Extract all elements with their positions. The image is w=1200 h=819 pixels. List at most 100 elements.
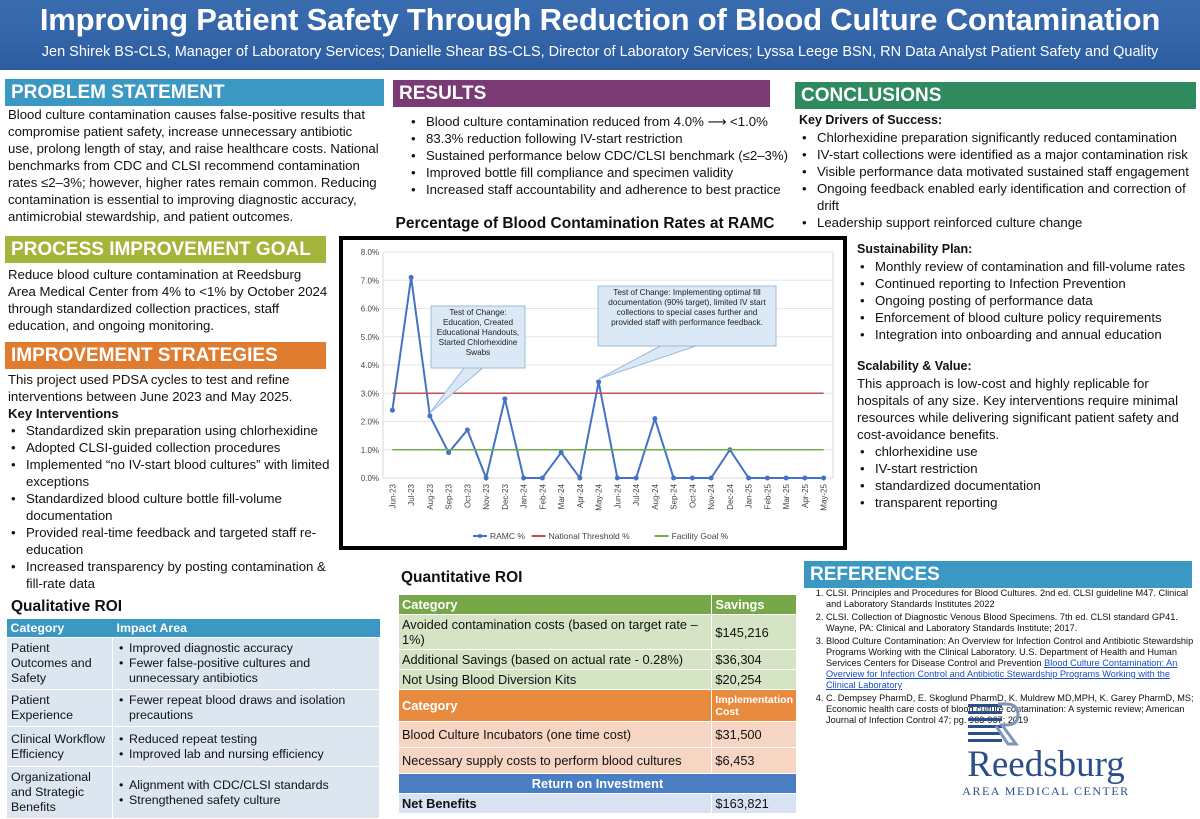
y-tick-label: 8.0% [361, 248, 379, 257]
x-tick-label: Oct-23 [463, 483, 472, 508]
list-item: Alignment with CDC/CLSI standards [117, 778, 375, 793]
y-tick-label: 7.0% [361, 276, 379, 285]
list-item: Chlorhexidine preparation significantly … [799, 129, 1194, 146]
list-item: Increased staff accountability and adher… [408, 181, 798, 198]
table-cell: Patient Experience [6, 689, 113, 727]
table-row: Avoided contamination costs (based on ta… [397, 614, 797, 650]
sustain-section: Sustainability Plan: Monthly review of c… [857, 241, 1195, 343]
table-cell: Fewer repeat blood draws and isolation p… [112, 689, 380, 727]
data-point [539, 475, 545, 481]
table-cell: Necessary supply costs to perform blood … [397, 747, 713, 774]
data-point [633, 475, 639, 481]
strategies-subheading: Key Interventions [8, 406, 119, 421]
list-item: Standardized skin preparation using chlo… [8, 422, 338, 439]
callout-text-wrap: Test of Change: Education, Created Educa… [437, 308, 519, 357]
list-item: Visible performance data motivated susta… [799, 163, 1194, 180]
contamination-line-chart: 0.0% 1.0% 2.0% 3.0% 4.0% 5.0% 6.0% 7.0% 8.0% Jun-… [361, 248, 834, 541]
list-item: Enforcement of blood culture policy requ… [857, 309, 1195, 326]
table-row: Category Implementation Cost [397, 689, 797, 722]
table-cell: Blood Culture Incubators (one time cost) [397, 721, 713, 748]
y-tick-label: 4.0% [361, 361, 379, 370]
reference-item: Blood Culture Contamination: An Overview… [826, 636, 1196, 691]
list-item: Blood culture contamination reduced from… [408, 113, 798, 130]
goal-heading: PROCESS IMPROVEMENT GOAL [5, 236, 326, 263]
list-item: Sustained performance below CDC/CLSI ben… [408, 147, 798, 164]
table-row: Not Using Blood Diversion Kits $20,254 [397, 669, 797, 690]
x-tick-label: Jan-24 [520, 483, 529, 508]
list-item: Adopted CLSI-guided collection procedure… [8, 439, 338, 456]
table-row: Additional Savings (based on actual rate… [397, 649, 797, 670]
logo-mark-icon [968, 702, 1020, 746]
column-header: Category [397, 689, 713, 722]
reference-item: CLSI. Collection of Diagnostic Venous Bl… [826, 612, 1196, 634]
column-header: Savings [711, 594, 797, 615]
table-cell: $145,216 [711, 614, 797, 650]
list-item: Integration into onboarding and annual e… [857, 326, 1195, 343]
table-row: Clinical Workflow Efficiency Reduced rep… [6, 726, 380, 767]
callout-pointer [598, 345, 697, 380]
data-point [746, 475, 752, 481]
table-row: Return on Investment [398, 773, 797, 794]
legend-label: Facility Goal % [672, 531, 729, 541]
poster-authors: Jen Shirek BS-CLS, Manager of Laboratory… [41, 44, 1159, 60]
x-tick-label: Mar-24 [557, 483, 566, 509]
table-row: Blood Culture Incubators (one time cost)… [397, 721, 797, 748]
data-point [596, 379, 602, 385]
data-point [671, 475, 677, 481]
table-cell: Clinical Workflow Efficiency [6, 726, 113, 767]
goal-text: Reduce blood culture contamination at Re… [8, 267, 328, 333]
scale-text: This approach is low-cost and highly rep… [857, 376, 1179, 442]
x-tick-label: Sep-24 [670, 483, 679, 509]
data-point [614, 475, 620, 481]
poster-title: Improving Patient Safety Through Reducti… [39, 2, 1161, 37]
y-tick-label: 5.0% [361, 333, 379, 342]
column-header: Category [6, 619, 113, 638]
scale-section: Scalability & Value: This approach is lo… [857, 358, 1195, 511]
data-point [408, 274, 414, 280]
scale-list: chlorhexidine use IV-start restriction s… [857, 443, 1195, 511]
chart-frame: 0.0% 1.0% 2.0% 3.0% 4.0% 5.0% 6.0% 7.0% 8.0% Jun-… [339, 236, 847, 550]
x-tick-label: Jun-23 [388, 483, 397, 508]
y-tick-label: 1.0% [361, 446, 379, 455]
logo-name: Reedsburg [967, 744, 1125, 785]
drivers-section: Key Drivers of Success: Chlorhexidine pr… [799, 112, 1194, 231]
x-tick-label: Aug-23 [426, 483, 435, 509]
list-item: IV-start restriction [857, 460, 1195, 477]
list-item: chlorhexidine use [857, 443, 1195, 460]
drivers-title: Key Drivers of Success: [799, 113, 943, 127]
sustain-title: Sustainability Plan: [857, 242, 973, 256]
data-point [502, 396, 508, 402]
list-item: Ongoing feedback enabled early identific… [799, 180, 1194, 214]
data-point [464, 427, 470, 433]
interventions-list: Standardized skin preparation using chlo… [8, 422, 338, 592]
x-tick-label: Apr-25 [801, 483, 810, 508]
data-point [521, 475, 527, 481]
data-point [708, 475, 714, 481]
column-header: Implementation Cost [711, 689, 797, 722]
table-cell: $163,821 [711, 793, 797, 814]
reference-item: CLSI. Principles and Procedures for Bloo… [826, 588, 1196, 610]
table-row: Net Benefits $163,821 [397, 793, 797, 814]
table-cell: Net Benefits [397, 793, 713, 814]
table-cell: $6,453 [711, 747, 797, 774]
qualitative-table: Category Impact Area Patient Outcomes an… [6, 619, 380, 819]
x-tick-label: Dec-24 [726, 483, 735, 509]
x-tick-label: Aug-24 [651, 483, 660, 509]
table-cell: Not Using Blood Diversion Kits [397, 669, 713, 690]
reference-link[interactable]: Blood Culture Contamination: An Overview… [826, 658, 1178, 690]
table-cell: Patient Outcomes and Safety [6, 637, 113, 690]
logo-subtitle: AREA MEDICAL CENTER [962, 784, 1130, 798]
strategies-intro: This project used PDSA cycles to test an… [8, 372, 293, 404]
x-tick-label: May-25 [820, 483, 829, 510]
table-cell: $31,500 [711, 721, 797, 748]
list-item: Increased transparency by posting contam… [8, 558, 338, 592]
x-tick-label: Dec-23 [501, 483, 510, 509]
list-item: Continued reporting to Infection Prevent… [857, 275, 1195, 292]
y-tick-label: 3.0% [361, 389, 379, 398]
table-cell: $20,254 [711, 669, 797, 690]
quantitative-title: Quantitative ROI [401, 569, 523, 586]
data-point [389, 407, 395, 413]
x-tick-label: Feb-24 [538, 483, 547, 509]
list-item: Leadership support reinforced culture ch… [799, 214, 1194, 231]
data-point [764, 475, 770, 481]
